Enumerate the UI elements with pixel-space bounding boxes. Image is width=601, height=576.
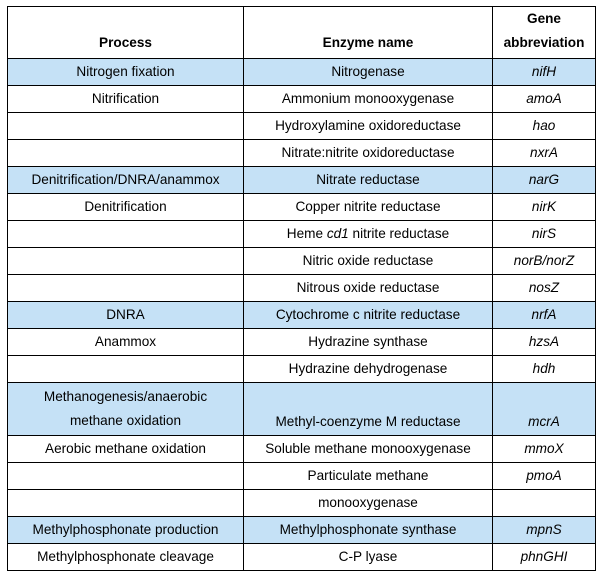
enzyme-text-italic: cd1 [326,226,349,241]
enzyme-cell: monooxygenase [243,489,493,517]
gene-cell: mpnS [492,516,596,544]
table-row: monooxygenase [7,489,596,517]
gene-cell: nrfA [492,301,596,329]
process-cell: Methanogenesis/anaerobic methane oxidati… [7,382,244,436]
gene-table: Process Enzyme name Gene abbreviation Ni… [7,6,596,571]
gene-cell: nosZ [492,274,596,302]
header-process: Process [7,6,244,59]
enzyme-cell: Particulate methane [243,462,493,490]
enzyme-cell: Nitrous oxide reductase [243,274,493,302]
table-row: Denitrification/DNRA/anammox Nitrate red… [7,166,596,194]
header-enzyme: Enzyme name [243,6,493,59]
process-cell: Anammox [7,328,244,356]
table-row: Methanogenesis/anaerobic methane oxidati… [7,382,596,436]
enzyme-cell: Methylphosphonate synthase [243,516,493,544]
enzyme-cell: Soluble methane monooxygenase [243,435,493,463]
enzyme-cell: Nitrogenase [243,58,493,86]
gene-cell: hzsA [492,328,596,356]
gene-cell: phnGHI [492,543,596,571]
enzyme-text-pre: Heme [286,226,327,241]
gene-cell: hdh [492,355,596,383]
gene-cell: pmoA [492,462,596,490]
enzyme-cell: Hydrazine dehydrogenase [243,355,493,383]
enzyme-cell: C-P lyase [243,543,493,571]
table-row: Aerobic methane oxidation Soluble methan… [7,435,596,463]
gene-cell: nirK [492,193,596,221]
process-cell [7,247,244,275]
process-cell: Methylphosphonate production [7,516,244,544]
enzyme-cell: Hydroxylamine oxidoreductase [243,112,493,140]
table-row: Particulate methane pmoA [7,462,596,490]
process-line2: methane oxidation [69,413,182,428]
process-cell: DNRA [7,301,244,329]
table-row: Nitrate:nitrite oxidoreductase nxrA [7,139,596,167]
process-cell [7,462,244,490]
table-row: Anammox Hydrazine synthase hzsA [7,328,596,356]
gene-cell: mcrA [492,382,596,436]
gene-cell: amoA [492,85,596,113]
gene-cell: nifH [492,58,596,86]
enzyme-cell: Hydrazine synthase [243,328,493,356]
table-row: Hydrazine dehydrogenase hdh [7,355,596,383]
header-row: Process Enzyme name Gene abbreviation [7,6,596,59]
enzyme-cell: Heme cd1 nitrite reductase [243,220,493,248]
table-row: Methylphosphonate production Methylphosp… [7,516,596,544]
gene-cell: nxrA [492,139,596,167]
process-cell [7,489,244,517]
gene-cell: nirS [492,220,596,248]
process-cell [7,220,244,248]
table-row: Nitrification Ammonium monooxygenase amo… [7,85,596,113]
process-line1: Methanogenesis/anaerobic [43,389,208,404]
process-cell [7,274,244,302]
gene-cell: narG [492,166,596,194]
gene-cell: norB/norZ [492,247,596,275]
enzyme-cell: Cytochrome c nitrite reductase [243,301,493,329]
process-cell [7,112,244,140]
header-gene-line2: abbreviation [503,35,585,50]
process-cell [7,139,244,167]
gene-cell: hao [492,112,596,140]
table-row: Nitric oxide reductase norB/norZ [7,247,596,275]
header-gene-line1: Gene [527,11,561,26]
process-cell: Denitrification [7,193,244,221]
table-row: Hydroxylamine oxidoreductase hao [7,112,596,140]
gene-cell: mmoX [492,435,596,463]
process-cell: Methylphosphonate cleavage [7,543,244,571]
enzyme-cell: Copper nitrite reductase [243,193,493,221]
table-row: Methylphosphonate cleavage C-P lyase phn… [7,543,596,571]
process-cell: Nitrification [7,85,244,113]
process-cell [7,355,244,383]
enzyme-cell: Ammonium monooxygenase [243,85,493,113]
process-cell: Aerobic methane oxidation [7,435,244,463]
table-row: DNRA Cytochrome c nitrite reductase nrfA [7,301,596,329]
enzyme-cell: Nitric oxide reductase [243,247,493,275]
enzyme-cell: Methyl-coenzyme M reductase [243,382,493,436]
process-cell: Nitrogen fixation [7,58,244,86]
enzyme-cell: Nitrate reductase [243,166,493,194]
enzyme-cell: Nitrate:nitrite oxidoreductase [243,139,493,167]
table-row: Heme cd1 nitrite reductase nirS [7,220,596,248]
header-gene: Gene abbreviation [492,6,596,59]
process-cell: Denitrification/DNRA/anammox [7,166,244,194]
table-row: Denitrification Copper nitrite reductase… [7,193,596,221]
enzyme-text-post: nitrite reductase [348,226,450,241]
table-row: Nitrous oxide reductase nosZ [7,274,596,302]
gene-cell [492,489,596,517]
table-row: Nitrogen fixation Nitrogenase nifH [7,58,596,86]
